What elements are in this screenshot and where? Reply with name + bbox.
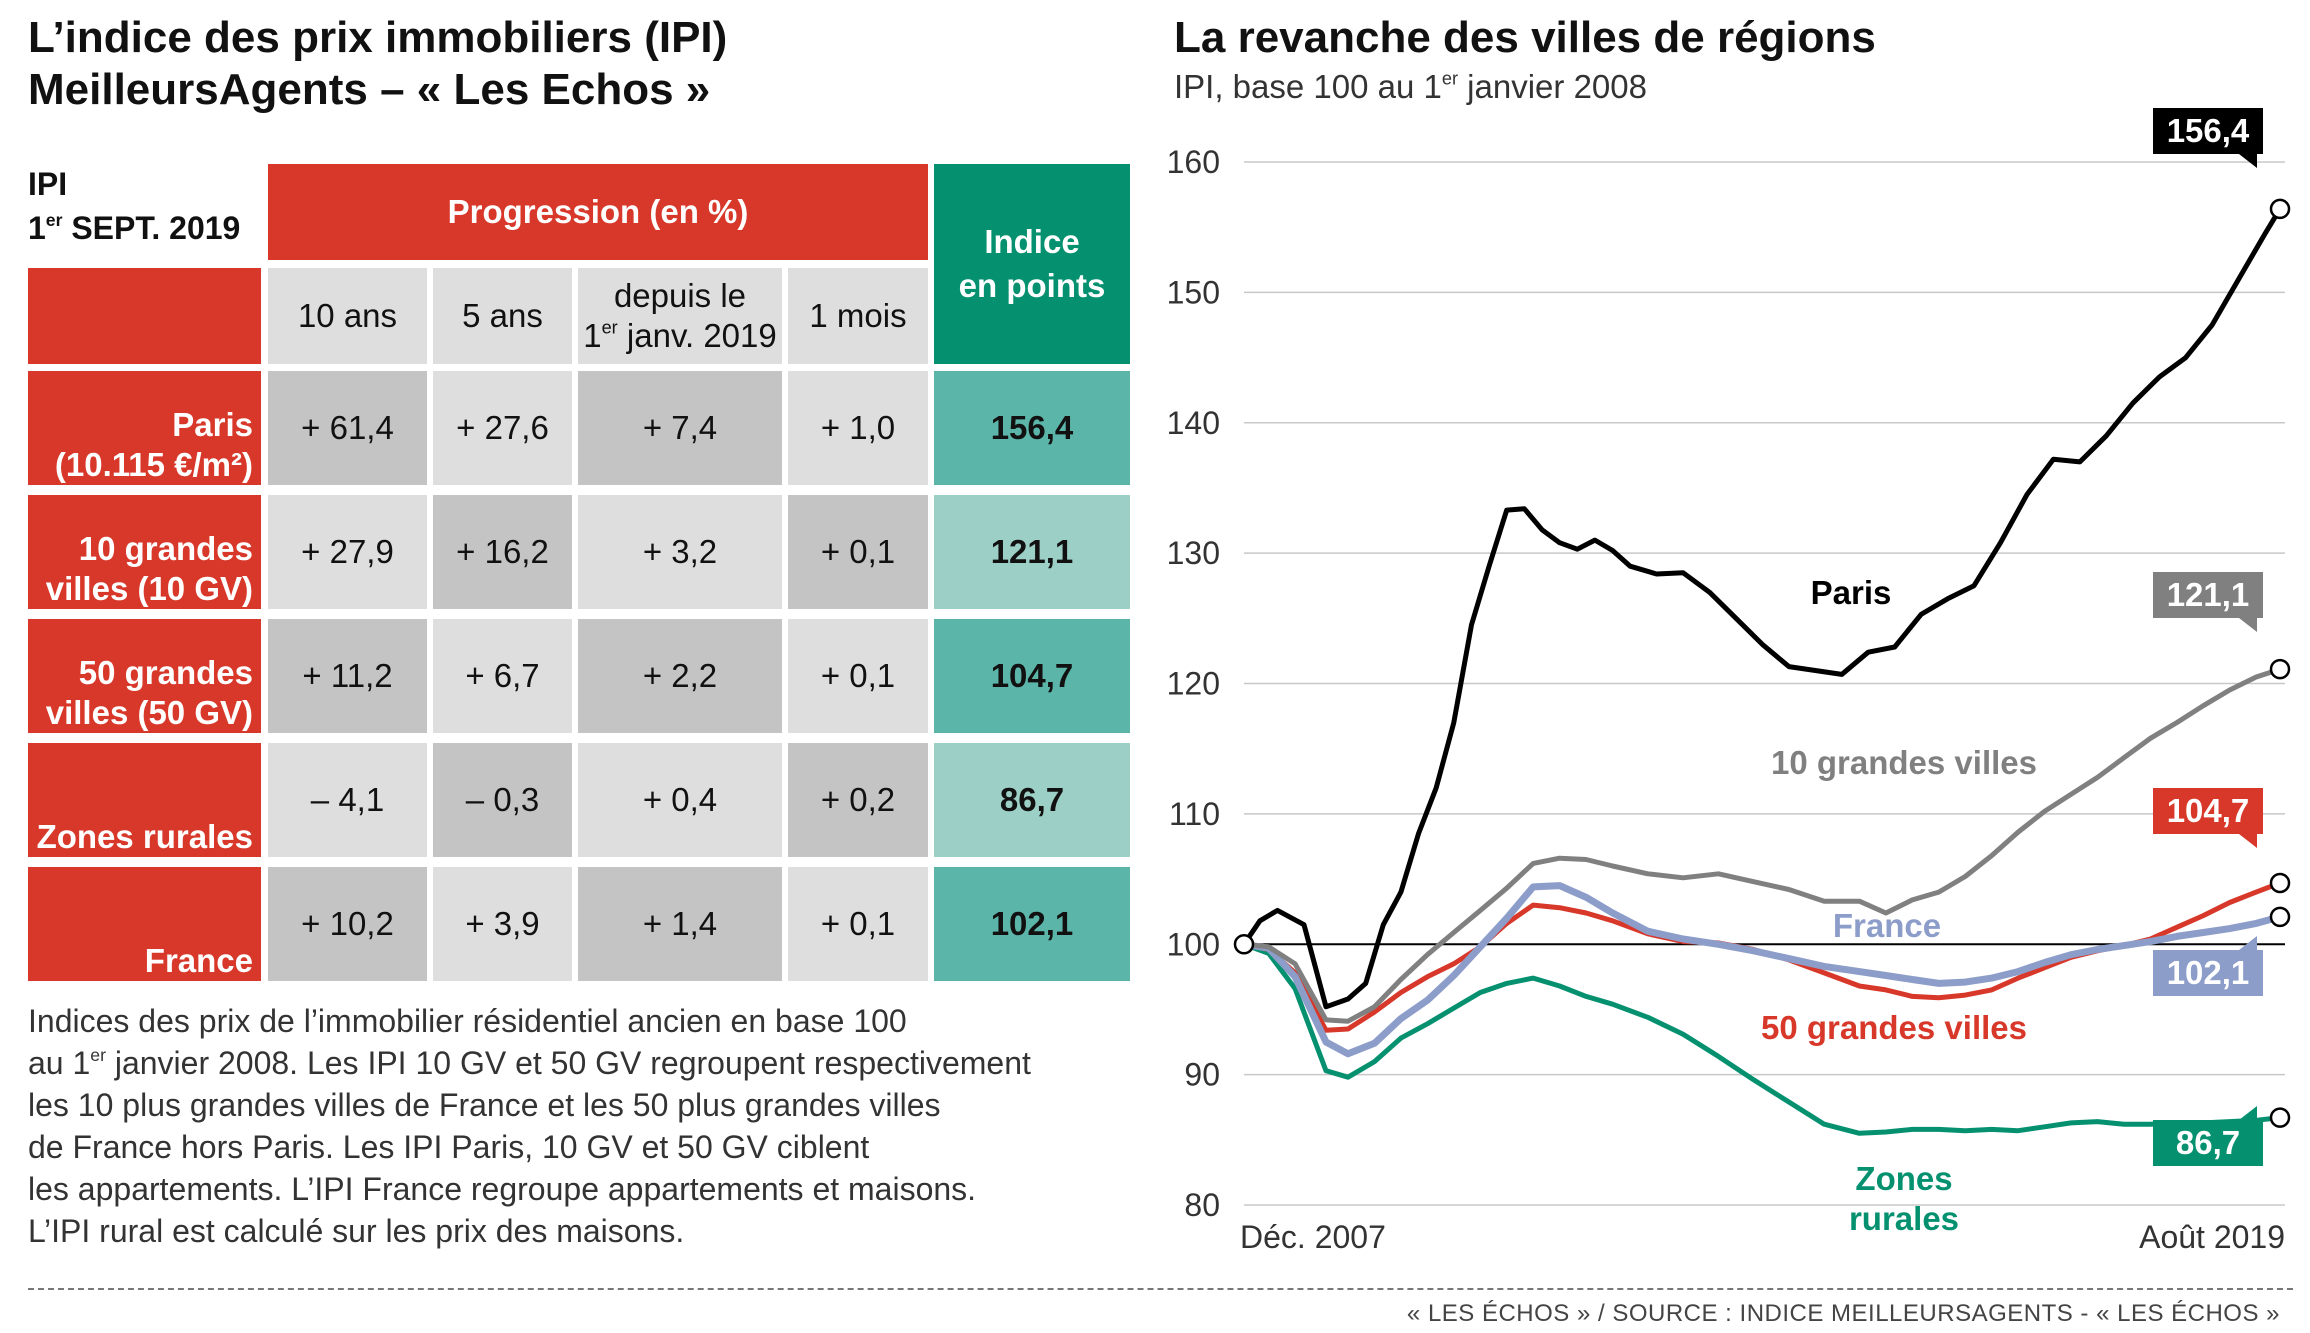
col-header-10-ans: 10 ans [268,268,427,364]
footer-divider [28,1288,2293,1290]
table-cell: + 3,2 [578,495,782,609]
end-value-box [2153,572,2263,618]
table-cell: + 6,7 [433,619,572,733]
chart-subtitle: IPI, base 100 au 1er janvier 2008 [1174,68,1647,105]
series-line-10-grandes-villes [1241,666,2283,1024]
table-cell: + 10,2 [268,867,427,981]
indice-cell: 86,7 [934,743,1130,857]
indice-header: Indice en points [934,164,1130,364]
end-value-box [2153,788,2263,834]
table-cell: + 0,1 [788,867,928,981]
table-cell: + 16,2 [433,495,572,609]
progression-header: Progression (en %) [268,164,928,260]
end-point-marker [2269,872,2291,894]
table-title: L’indice des prix immobiliers (IPI) Meil… [28,12,727,116]
header-row-label-cell [28,268,261,364]
series-line-50-grandes-villes [1241,880,2283,1033]
table-ipi-date-label: IPI 1er SEPT. 2019 [28,162,240,250]
y-tick-label: 110 [1169,796,1220,832]
y-tick-label: 90 [1184,1057,1220,1093]
chart-title: La revanche des villes de régions [1174,13,1876,62]
end-point-marker [2269,658,2291,680]
table-cell: + 1,0 [788,371,928,485]
end-value-pointer [2239,618,2257,632]
ipi-label: IPI [28,166,68,202]
x-label-end: Août 2019 [2139,1219,2285,1255]
table-cell: + 61,4 [268,371,427,485]
row-label: France [28,867,261,981]
series-label: Zones [1855,1160,1952,1197]
col-header-5-ans: 5 ans [433,268,572,364]
table-cell: – 4,1 [268,743,427,857]
table-cell: + 27,9 [268,495,427,609]
end-value-box [2153,1120,2263,1166]
end-value-pointer [2239,154,2257,168]
table-cell: + 0,1 [788,495,928,609]
y-tick-label: 150 [1167,274,1220,310]
series-label: Paris [1811,574,1892,611]
end-value-box [2153,108,2263,154]
col-header-1-mois: 1 mois [788,268,928,364]
series-label: 10 grandes villes [1771,744,2037,781]
indice-cell: 156,4 [934,371,1130,485]
end-value-pointer [2239,1106,2257,1120]
table-cell: + 0,1 [788,619,928,733]
series-line-zones-rurales [1241,941,2283,1136]
end-value-label: 156,4 [2167,112,2250,149]
y-tick-label: 120 [1167,666,1220,702]
end-value-box [2153,950,2263,996]
row-label: 50 grandes villes (50 GV) [28,619,261,733]
table-cell: – 0,3 [433,743,572,857]
table-cell: + 0,2 [788,743,928,857]
end-value-label: 104,7 [2167,792,2250,829]
table-title-line-2: MeilleursAgents – « Les Echos » [28,65,711,114]
end-point-marker [2269,906,2291,928]
row-label: 10 grandes villes (10 GV) [28,495,261,609]
indice-cell: 102,1 [934,867,1130,981]
series-label: 50 grandes villes [1761,1009,2027,1046]
ipi-date: 1er SEPT. 2019 [28,209,241,246]
row-label: Zones rurales [28,743,261,857]
source-credit: « LES ÉCHOS » / SOURCE : INDICE MEILLEUR… [1406,1300,2280,1327]
end-point-marker [2269,198,2291,220]
start-point-marker [1233,934,1255,955]
x-label-start: Déc. 2007 [1240,1219,1386,1255]
table-cell: + 3,9 [433,867,572,981]
table-cell: + 0,4 [578,743,782,857]
notes-text: Indices des prix de l’immobilier résiden… [28,1003,1031,1249]
table-cell: + 1,4 [578,867,782,981]
end-value-label: 102,1 [2167,954,2250,991]
table-cell: + 27,6 [433,371,572,485]
series-line-france [1240,882,2284,1058]
y-tick-label: 130 [1167,535,1220,571]
end-value-label: 86,7 [2176,1124,2240,1161]
row-label: Paris (10.115 €/m²) [28,371,261,485]
series-label: France [1833,907,1941,944]
table-cell: + 2,2 [578,619,782,733]
end-value-pointer [2239,834,2257,848]
table-title-line-1: L’indice des prix immobiliers (IPI) [28,13,728,62]
end-value-pointer [2239,936,2257,950]
end-value-label: 121,1 [2167,576,2250,613]
indice-cell: 121,1 [934,495,1130,609]
end-point-marker [2269,1107,2291,1128]
indice-cell: 104,7 [934,619,1130,733]
series-line-paris [1241,206,2283,1010]
table-cell: + 11,2 [268,619,427,733]
y-tick-label: 160 [1167,144,1220,180]
table-cell: + 7,4 [578,371,782,485]
y-tick-label: 80 [1184,1187,1220,1223]
y-tick-label: 140 [1167,405,1220,441]
series-label: rurales [1849,1200,1959,1237]
col-header-depuis-janv: depuis le 1er janv. 2019 [578,268,782,364]
y-tick-label: 100 [1167,926,1220,962]
